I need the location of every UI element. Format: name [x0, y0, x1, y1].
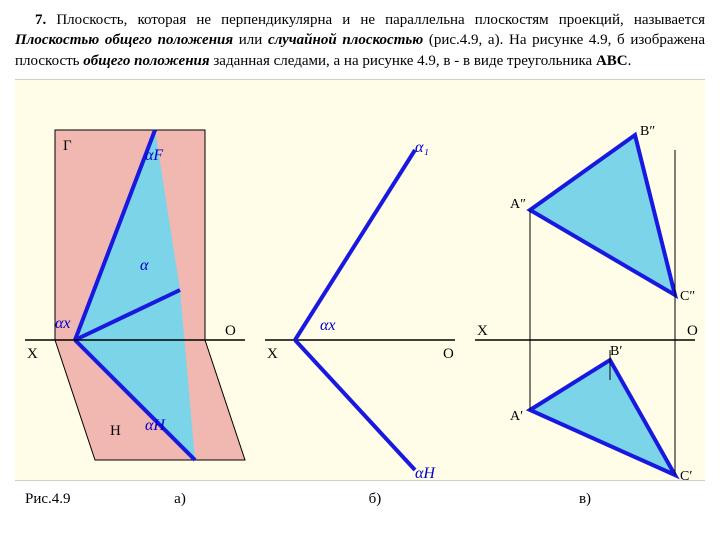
- item-number: 7.: [35, 12, 46, 28]
- text-9: .: [628, 53, 632, 69]
- triangle-bot-c: [530, 360, 675, 475]
- term-2: случайной плоскостью: [268, 32, 423, 48]
- svg-text:X: X: [267, 346, 278, 362]
- diagram-b: [265, 150, 455, 470]
- svg-text:αх: αх: [55, 315, 71, 332]
- svg-text:O: O: [687, 323, 698, 339]
- abc-text: ABC: [596, 53, 628, 69]
- caption-v: в): [485, 491, 685, 508]
- diagram-a: [25, 130, 245, 460]
- svg-text:B″: B″: [640, 124, 655, 139]
- svg-text:O: O: [225, 323, 236, 339]
- caption-a: а): [95, 491, 265, 508]
- figure-caption: Рис.4.9: [15, 491, 95, 508]
- line-up-b: [295, 150, 415, 340]
- svg-text:C″: C″: [680, 289, 695, 304]
- figure-4-9: ГαF α αх X O НαH α₁ αх X OαН A″ B″ C″ X O A′ B′ C′: [15, 79, 705, 481]
- svg-text:C′: C′: [680, 469, 692, 480]
- svg-text:α₁: α₁: [415, 139, 429, 156]
- text-7: заданная следами, а на рисунке 4.9, в - …: [213, 53, 592, 69]
- triangle-top-c: [530, 135, 675, 295]
- svg-text:Г: Г: [63, 138, 72, 154]
- svg-text:B′: B′: [610, 344, 622, 359]
- svg-text:X: X: [27, 346, 38, 362]
- svg-text:αH: αH: [145, 417, 166, 434]
- diagram-c: [475, 135, 695, 475]
- svg-text:α: α: [140, 257, 149, 274]
- line-down-b: [295, 340, 415, 470]
- paragraph-text: 7. Плоскость, которая не перпендикулярна…: [15, 10, 705, 71]
- diagram-svg: ГαF α αх X O НαH α₁ αх X OαН A″ B″ C″ X O A′ B′ C′: [15, 80, 705, 480]
- svg-text:αF: αF: [145, 147, 163, 164]
- svg-text:X: X: [477, 323, 488, 339]
- svg-text:A′: A′: [510, 409, 523, 424]
- svg-text:Н: Н: [110, 423, 121, 439]
- svg-text:αх: αх: [320, 317, 336, 334]
- svg-text:O: O: [443, 346, 454, 362]
- caption-b: б): [265, 491, 485, 508]
- caption-row: Рис.4.9 а) б) в): [15, 491, 705, 508]
- term-3: общего положения: [83, 53, 209, 69]
- svg-text:A″: A″: [510, 197, 526, 212]
- text-3: или: [239, 32, 263, 48]
- text-1: Плоскость, которая не перпендикулярна и …: [56, 12, 705, 28]
- term-1: Плоскостью общего положения: [15, 32, 233, 48]
- svg-text:αН: αН: [415, 465, 436, 480]
